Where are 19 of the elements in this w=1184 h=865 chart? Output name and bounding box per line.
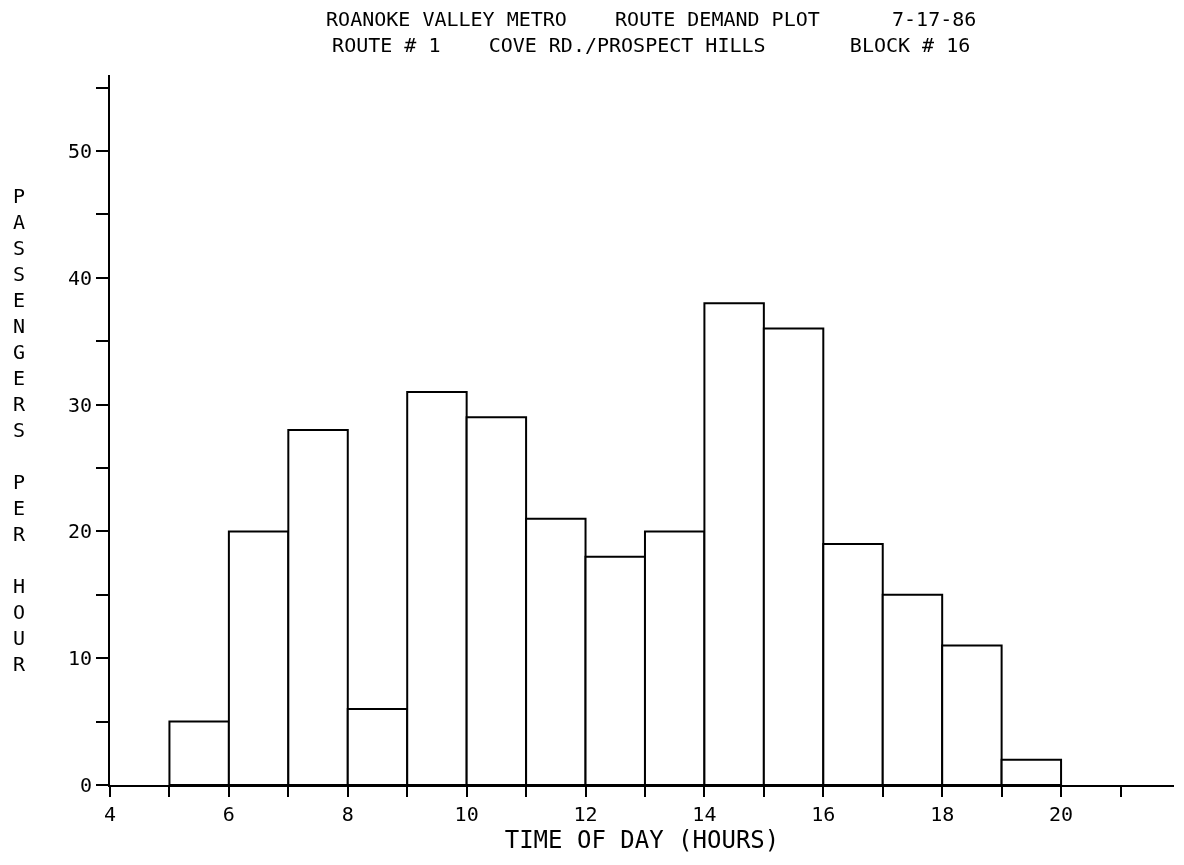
x-tick-label: 18 — [930, 802, 955, 826]
x-tick-label: 20 — [1049, 802, 1074, 826]
x-tick-label: 4 — [103, 802, 117, 826]
x-tick-label: 8 — [341, 802, 354, 826]
text: PASSENGERS PER HOUR — [13, 184, 26, 676]
x-axis-title: TIME OF DAY (HOURS) — [504, 826, 780, 854]
x-tick-label: 12 — [573, 802, 598, 826]
y-tick-label: 40 — [67, 265, 92, 290]
y-tick-label: 30 — [67, 392, 92, 417]
y-tick-label: 50 — [67, 139, 92, 164]
chart-title: ROANOKE VALLEY METRO ROUTE DEMAND PLOT 7-17-86 — [326, 6, 977, 31]
y-tick-label: 0 — [79, 773, 92, 797]
x-tick-label: 6 — [222, 802, 235, 826]
y-tick-label: 20 — [67, 519, 92, 544]
x-tick-label: 14 — [692, 802, 717, 826]
x-tick-label: 10 — [454, 802, 479, 826]
chart-subtitle: ROUTE # 1 COVE RD./PROSPECT HILLS BLOCK # 16 — [332, 32, 971, 57]
y-tick-label: 10 — [67, 646, 92, 671]
x-tick-label: 16 — [811, 802, 836, 826]
